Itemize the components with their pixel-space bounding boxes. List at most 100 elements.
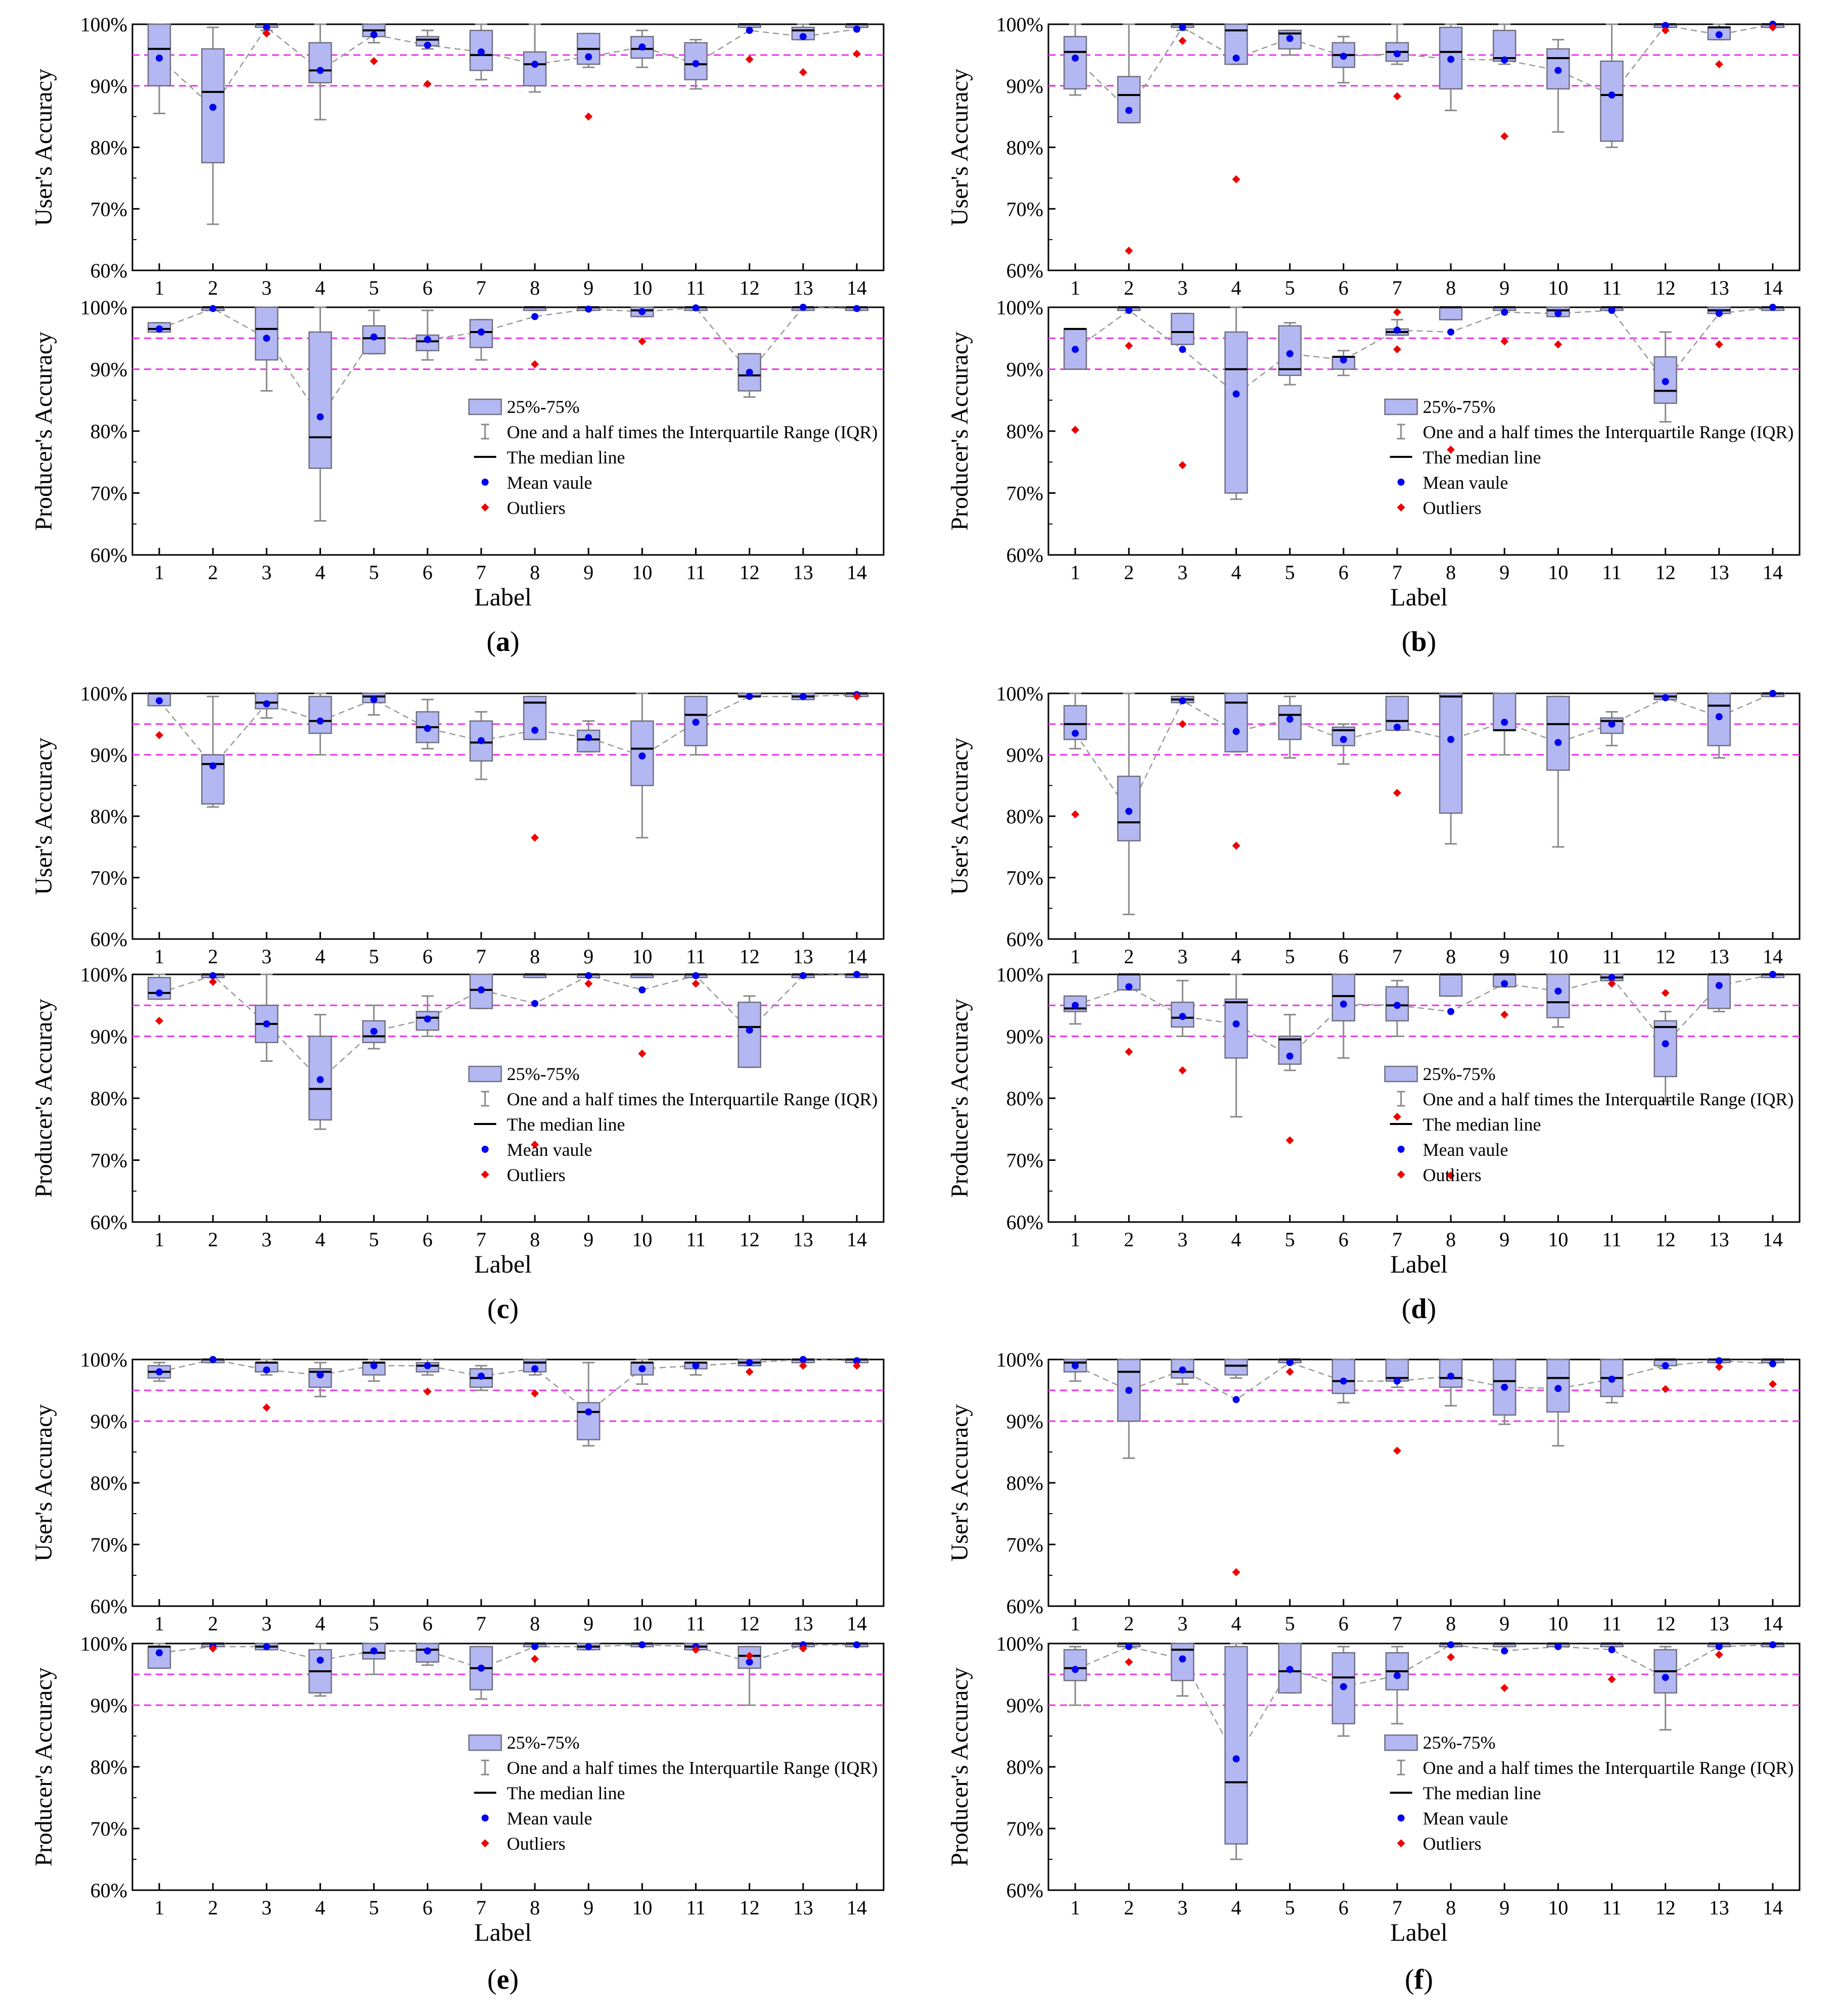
mean-point xyxy=(531,1000,539,1007)
mean-point xyxy=(1715,31,1723,38)
legend-label: The median line xyxy=(507,1114,625,1135)
x-tick-label: 5 xyxy=(1285,276,1295,299)
mean-point xyxy=(531,1365,539,1373)
iqr-box xyxy=(255,306,279,361)
x-tick-label: 1 xyxy=(1070,1896,1080,1919)
mean-point xyxy=(1554,739,1562,746)
x-tick-label: 8 xyxy=(1446,945,1456,968)
x-tick-label: 13 xyxy=(1709,561,1729,584)
mean-point xyxy=(585,734,592,741)
iqr-box xyxy=(1171,1001,1194,1028)
box-7 xyxy=(469,1646,493,1700)
box-9 xyxy=(576,1362,601,1447)
iqr-box xyxy=(469,720,493,762)
x-tick-label: 11 xyxy=(686,561,706,584)
iqr-box xyxy=(1224,1358,1248,1376)
mean-point xyxy=(370,1362,378,1370)
x-tick-label: 5 xyxy=(1285,945,1295,968)
box-7 xyxy=(469,711,493,780)
x-tick-label: 14 xyxy=(847,561,867,584)
mean-point xyxy=(692,719,700,726)
x-tick-label: 12 xyxy=(1656,276,1676,299)
iqr-box xyxy=(1224,1646,1248,1845)
box-12 xyxy=(1653,1646,1677,1731)
box-10 xyxy=(1546,1358,1570,1447)
legend-box-swatch xyxy=(468,1734,502,1751)
outlier-point xyxy=(423,1387,432,1396)
mean-point xyxy=(1662,1674,1669,1681)
x-tick-label: 9 xyxy=(583,276,593,299)
x-tick-label: 5 xyxy=(369,561,379,584)
x-tick-label: 6 xyxy=(1339,561,1349,584)
mean-point xyxy=(1608,974,1616,981)
subplot-c-ua: 60%70%80%90%100%1 2 3 4 5 6 7 8 9 10 11 12 13 14User'… xyxy=(30,682,885,968)
box-2 xyxy=(1117,1358,1141,1459)
legend-outlier-swatch xyxy=(481,1839,489,1848)
box-7 xyxy=(1385,979,1409,1037)
mean-point xyxy=(1554,310,1562,317)
x-tick-label: 2 xyxy=(1124,1896,1134,1919)
mean-point xyxy=(1286,350,1294,357)
x-tick-label: 6 xyxy=(423,1612,433,1635)
pa-axis-title: Producer's Accuracy xyxy=(946,999,973,1198)
x-tick-label: 2 xyxy=(208,1896,218,1919)
y-tick-label: 60% xyxy=(90,1879,127,1902)
outlier-point xyxy=(1393,308,1401,316)
x-tick-label: 9 xyxy=(583,1612,593,1635)
x-tick-label: 4 xyxy=(315,1228,326,1251)
plot-frame xyxy=(1047,1358,1801,1607)
mean-point xyxy=(1608,1376,1616,1383)
legend-outlier-swatch xyxy=(1397,1839,1405,1848)
x-tick-label: 12 xyxy=(740,1896,760,1919)
box-4 xyxy=(1224,692,1248,753)
y-tick-label: 70% xyxy=(90,1149,127,1172)
iqr-box xyxy=(308,331,332,469)
subplot-c-pa: 60%70%80%90%100%1 2 3 4 5 6 7 8 9 10 11 12 13 14Produ… xyxy=(30,963,885,1325)
x-tick-label: 4 xyxy=(1231,1896,1242,1919)
x-tick-label: 6 xyxy=(423,561,433,584)
iqr-box xyxy=(1653,1020,1677,1077)
legend-label: 25%-75% xyxy=(507,397,580,417)
legend-label: Outliers xyxy=(507,1165,566,1185)
legend: 25%-75% One and a half times the Interqua… xyxy=(468,397,878,518)
outlier-point xyxy=(1715,340,1723,349)
x-tick-label: 1 xyxy=(154,276,164,299)
mean-point xyxy=(531,61,539,68)
outlier-point xyxy=(799,1644,807,1653)
x-tick-label: 6 xyxy=(423,276,433,299)
plot-frame xyxy=(131,23,885,271)
mean-point xyxy=(263,1366,270,1374)
y-tick-label: 70% xyxy=(1006,198,1043,220)
ua-axis-title: User's Accuracy xyxy=(30,69,57,226)
outlier-point xyxy=(1393,1446,1401,1455)
x-tick-label: 10 xyxy=(1548,1612,1568,1635)
outlier-point xyxy=(638,1049,647,1058)
y-tick-label: 100% xyxy=(80,13,127,36)
iqr-box xyxy=(469,29,493,71)
x-tick-label: 2 xyxy=(208,276,218,299)
x-tick-label: 14 xyxy=(1763,276,1783,299)
iqr-box xyxy=(1546,973,1570,1018)
x-tick-label: 7 xyxy=(1392,1612,1402,1635)
x-tick-label: 4 xyxy=(1231,561,1242,584)
iqr-box xyxy=(1331,1358,1356,1394)
ua-axis-title: User's Accuracy xyxy=(30,737,57,895)
x-tick-label: 7 xyxy=(1392,561,1402,584)
mean-point xyxy=(1232,728,1240,735)
x-tick-label: 2 xyxy=(1124,1228,1134,1251)
y-tick-label: 90% xyxy=(90,1025,127,1048)
box-4 xyxy=(1224,1358,1248,1379)
legend-label: Outliers xyxy=(1423,498,1482,518)
legend-outlier-swatch xyxy=(481,1170,489,1179)
mean-point xyxy=(638,43,646,51)
box-4 xyxy=(308,1643,332,1697)
x-tick-label: 7 xyxy=(476,1896,486,1919)
x-tick-label: 8 xyxy=(1446,276,1456,299)
mean-point xyxy=(1447,736,1455,743)
mean-point xyxy=(209,972,217,979)
y-tick-label: 80% xyxy=(90,1087,127,1110)
box-6 xyxy=(416,309,440,361)
x-tick-label: 4 xyxy=(315,945,326,968)
x-tick-label: 10 xyxy=(1548,561,1568,584)
x-tick-label: 11 xyxy=(686,945,706,968)
